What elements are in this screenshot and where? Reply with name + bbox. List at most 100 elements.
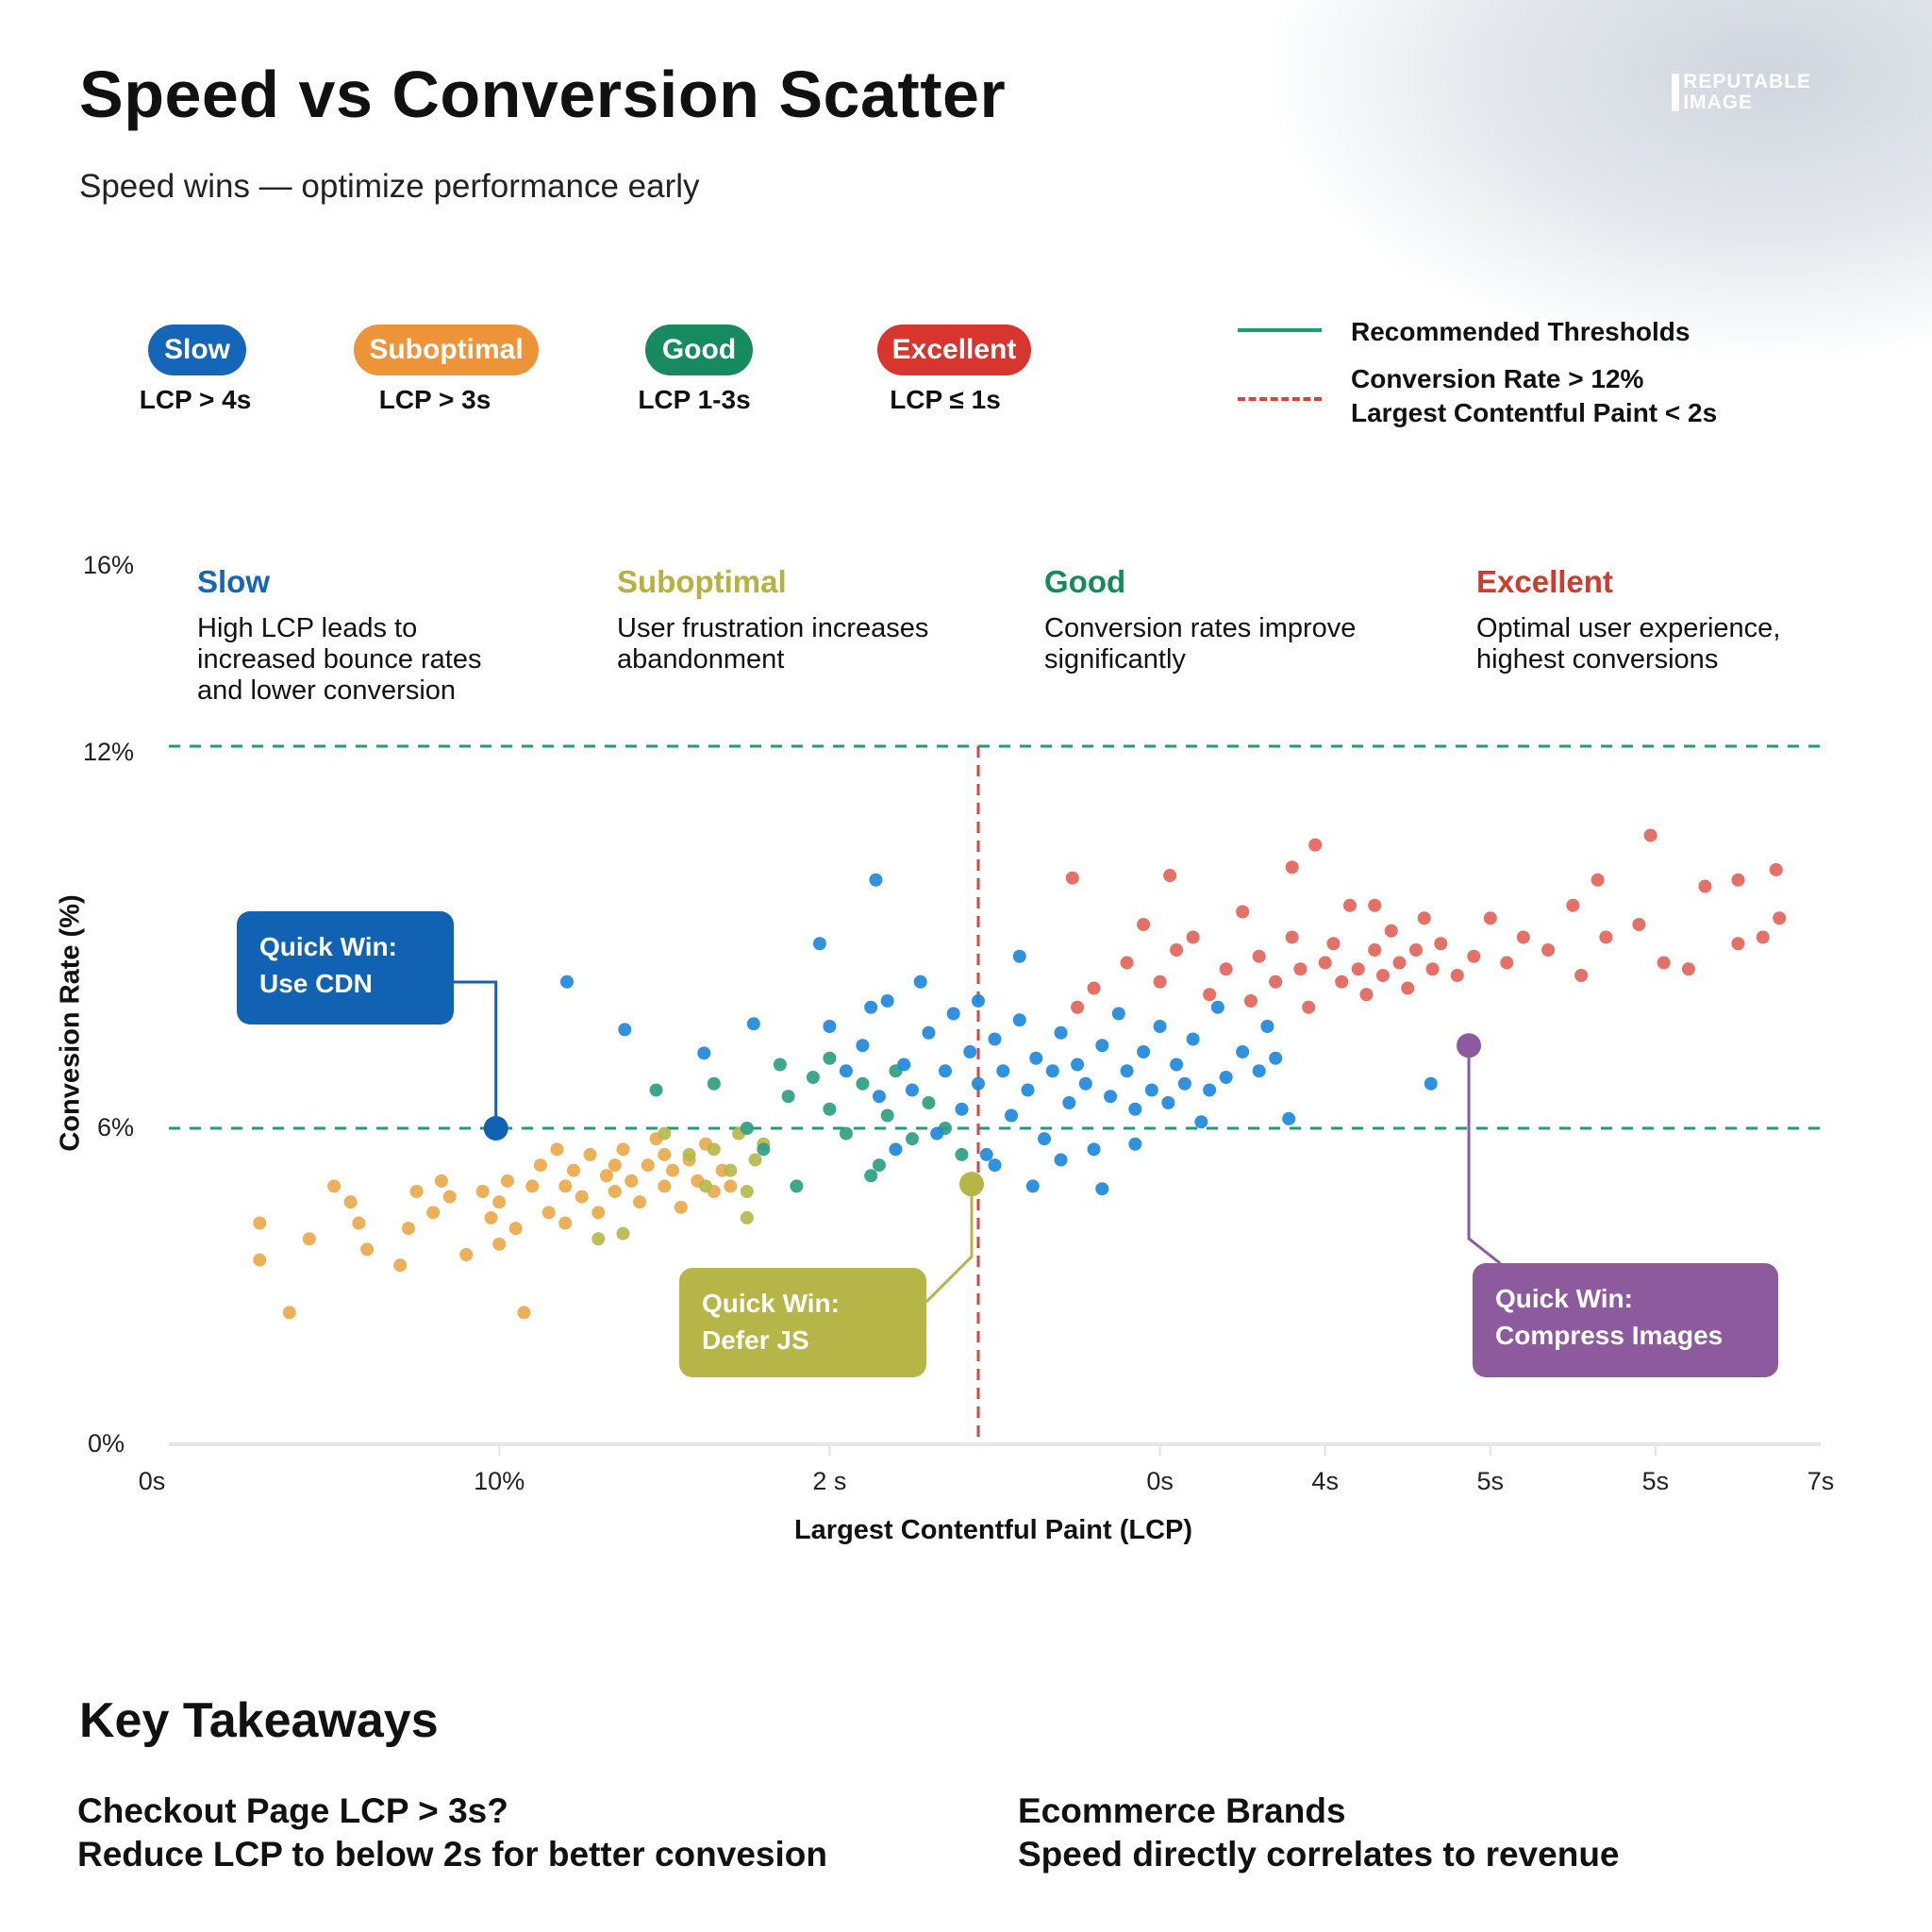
data-point [492, 1195, 507, 1209]
y-tick-label: 16% [82, 551, 134, 579]
category-slow-desc: High LCP leads to increased bounce rates… [197, 613, 482, 706]
legend-solid-line [1238, 328, 1322, 332]
data-point [525, 1179, 540, 1193]
data-point [746, 1017, 760, 1031]
data-point [608, 1158, 622, 1173]
data-point [1591, 873, 1605, 887]
data-point [1574, 969, 1589, 982]
data-point [1236, 1045, 1250, 1058]
data-point [880, 994, 894, 1008]
data-point [1045, 1064, 1059, 1078]
data-point [1177, 1076, 1191, 1091]
data-point [1293, 962, 1307, 976]
category-suboptimal-desc: User frustration increases abandonment [617, 613, 929, 675]
data-point [1425, 962, 1440, 976]
logo-line: IMAGE [1683, 92, 1754, 113]
data-point [897, 1058, 911, 1072]
data-point [1095, 1039, 1109, 1053]
annotation-point [1457, 1033, 1482, 1058]
data-point [484, 1210, 498, 1224]
y-tick-label: 0% [87, 1429, 125, 1457]
data-point [583, 1147, 597, 1161]
annotation-point [483, 1116, 508, 1141]
data-point [1359, 988, 1374, 1002]
data-point [253, 1253, 267, 1267]
data-point [649, 1083, 663, 1097]
data-point [1104, 1090, 1118, 1104]
data-point [1111, 1007, 1125, 1021]
data-point [1163, 869, 1177, 883]
y-tick-label: 12% [82, 738, 134, 766]
data-point [1144, 1083, 1158, 1097]
data-point [1087, 981, 1101, 995]
data-point [500, 1174, 514, 1188]
data-point [1203, 1083, 1217, 1097]
data-point [625, 1174, 639, 1188]
data-point [864, 1169, 878, 1183]
data-point [1409, 943, 1424, 957]
data-point [1029, 1051, 1043, 1065]
data-point [360, 1242, 375, 1257]
data-point [1065, 871, 1079, 885]
data-point [740, 1210, 754, 1224]
data-point [839, 1064, 853, 1078]
data-point [1500, 956, 1514, 970]
data-point [1483, 911, 1497, 925]
data-point [641, 1158, 655, 1173]
data-point [988, 1032, 1002, 1046]
legend-dashed-label: Conversion Rate > 12% Largest Contentful… [1351, 362, 1717, 430]
data-point [1375, 969, 1390, 982]
x-tick-label: 5s [1641, 1467, 1670, 1495]
data-point [1769, 862, 1783, 876]
x-tick-label: 7s [1807, 1467, 1835, 1495]
y-tick-label: 6% [96, 1113, 134, 1141]
data-point [591, 1232, 606, 1246]
annotation-compress-images: Quick Win: Compress Images [1473, 1263, 1778, 1377]
data-point [781, 1090, 795, 1104]
data-point [864, 1000, 878, 1014]
data-point [1773, 911, 1787, 925]
data-point [343, 1195, 358, 1209]
data-point [1021, 1083, 1035, 1097]
data-point [393, 1258, 408, 1273]
data-point [426, 1206, 441, 1220]
data-point [823, 1020, 837, 1033]
data-point [922, 1096, 936, 1109]
data-point [1285, 860, 1299, 874]
data-point [558, 1179, 573, 1193]
annotation-connector [1467, 1045, 1501, 1265]
data-point [282, 1306, 296, 1320]
data-point [946, 1007, 960, 1021]
data-point [550, 1142, 564, 1157]
data-point [1681, 962, 1695, 976]
data-point [1128, 1137, 1142, 1151]
data-point [616, 1226, 630, 1241]
data-point [1392, 956, 1407, 970]
data-point [1120, 1064, 1134, 1078]
data-point [1012, 949, 1026, 963]
x-tick-label: 4s [1311, 1467, 1339, 1495]
data-point [1137, 1045, 1151, 1058]
annotation-connector [454, 980, 498, 1128]
data-point [566, 1163, 580, 1177]
annotation-line: Use CDN [259, 969, 373, 998]
data-point [1071, 1058, 1085, 1072]
data-point [409, 1185, 424, 1198]
data-point [616, 1142, 630, 1157]
data-point [823, 1102, 837, 1116]
legend-solid-label: Recommended Thresholds [1351, 317, 1690, 346]
data-point [707, 1142, 721, 1157]
data-point [1170, 943, 1184, 957]
legend-dashed-line-1: Conversion Rate > 12% [1351, 364, 1644, 393]
data-point [806, 1071, 820, 1084]
data-point [955, 1102, 969, 1116]
data-point [1282, 1111, 1296, 1125]
data-point [442, 1190, 457, 1204]
data-point [1326, 937, 1341, 951]
takeaway-line: Ecommerce Brands [1018, 1791, 1346, 1830]
data-point [1153, 1020, 1167, 1033]
takeaway-line: Speed directly correlates to revenue [1018, 1835, 1620, 1874]
data-point [1194, 1115, 1208, 1129]
data-point [1153, 974, 1167, 989]
data-point [1302, 1000, 1316, 1014]
